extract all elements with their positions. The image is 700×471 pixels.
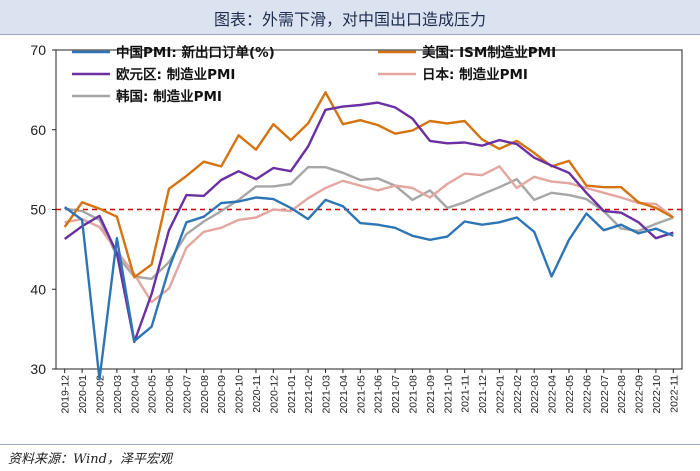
series-lines — [63, 91, 675, 381]
x-tick-label: 2021-09 — [425, 375, 437, 414]
x-tick-label: 2022-11 — [668, 375, 680, 413]
source-divider — [0, 444, 700, 445]
x-tick-label: 2020-07 — [181, 375, 193, 414]
x-tick-label: 2022-08 — [616, 375, 628, 414]
source-note: 资料来源：Wind，泽平宏观 — [8, 452, 172, 467]
axes: 30 40 50 60 70 2019-12 2020-01 2020-02 2020-03 20… — [30, 42, 683, 414]
series-line-ism — [63, 91, 674, 279]
x-tick-label: 2022-04 — [547, 375, 559, 414]
x-tick-label: 2022-10 — [651, 375, 663, 414]
x-tick-label: 2020-01 — [77, 375, 89, 414]
title-band — [0, 0, 700, 34]
x-tick-label: 2020-02 — [94, 375, 106, 414]
x-tick-label: 2022-07 — [599, 375, 611, 414]
x-tick-label: 2022-02 — [512, 375, 524, 414]
legend: 中国PMI: 新出口订单(%) 美国: ISM制造业PMI 欧元区: 制造业PMI 日… — [72, 44, 556, 105]
legend-label-japan: 日本: 制造业PMI — [422, 66, 528, 83]
x-tick-label: 2020-03 — [112, 375, 124, 414]
x-tick-label: 2020-12 — [268, 375, 280, 414]
title-divider — [0, 34, 700, 35]
x-tick-label: 2020-10 — [234, 375, 246, 414]
x-tick-label: 2021-04 — [338, 375, 350, 414]
legend-label-korea: 韩国: 制造业PMI — [116, 88, 222, 105]
series-line-china — [63, 196, 674, 381]
x-tick-label: 2019-12 — [60, 375, 72, 414]
legend-label-ism: 美国: ISM制造业PMI — [422, 44, 556, 61]
series-line-japan — [64, 165, 675, 304]
y-tick-label: 40 — [30, 281, 46, 297]
x-tick-label: 2021-01 — [286, 375, 298, 414]
x-tick-label: 2020-09 — [216, 375, 228, 414]
x-tick-label: 2021-11 — [460, 375, 472, 413]
x-tick-label: 2020-11 — [251, 375, 263, 413]
x-tick-label: 2022-06 — [581, 375, 593, 414]
line-chart: 30 40 50 60 70 2019-12 2020-01 2020-02 2020-03 20… — [30, 42, 683, 414]
x-tick-label: 2021-07 — [390, 375, 402, 414]
y-tick-label: 60 — [30, 122, 46, 138]
x-tick-label: 2020-05 — [147, 375, 159, 414]
x-tick-label: 2022-05 — [564, 375, 576, 414]
y-tick-label: 50 — [30, 202, 46, 218]
x-tick-label: 2022-09 — [634, 375, 646, 414]
x-tick-label: 2021-03 — [321, 375, 333, 414]
y-tick-label: 70 — [30, 42, 46, 58]
legend-label-china: 中国PMI: 新出口订单(%) — [116, 44, 275, 61]
series-line-euro — [63, 101, 674, 344]
x-tick-label: 2020-04 — [129, 375, 141, 414]
x-tick-label: 2021-06 — [373, 375, 385, 414]
chart-title: 图表：外需下滑，对中国出口造成压力 — [213, 10, 486, 29]
x-tick-label: 2021-02 — [303, 375, 315, 414]
x-tick-label: 2022-01 — [494, 375, 506, 414]
x-tick-label: 2020-06 — [164, 375, 176, 414]
x-tick-label: 2020-08 — [199, 375, 211, 414]
series-line-korea — [64, 165, 674, 281]
x-tick-label: 2021-05 — [355, 375, 367, 414]
x-tick-label: 2021-12 — [477, 375, 489, 414]
x-tick-label: 2022-03 — [529, 375, 541, 414]
x-tick-label: 2021-08 — [407, 375, 419, 414]
x-tick-label: 2021-10 — [442, 375, 454, 414]
y-tick-label: 30 — [30, 361, 46, 377]
legend-label-euro: 欧元区: 制造业PMI — [116, 66, 235, 83]
